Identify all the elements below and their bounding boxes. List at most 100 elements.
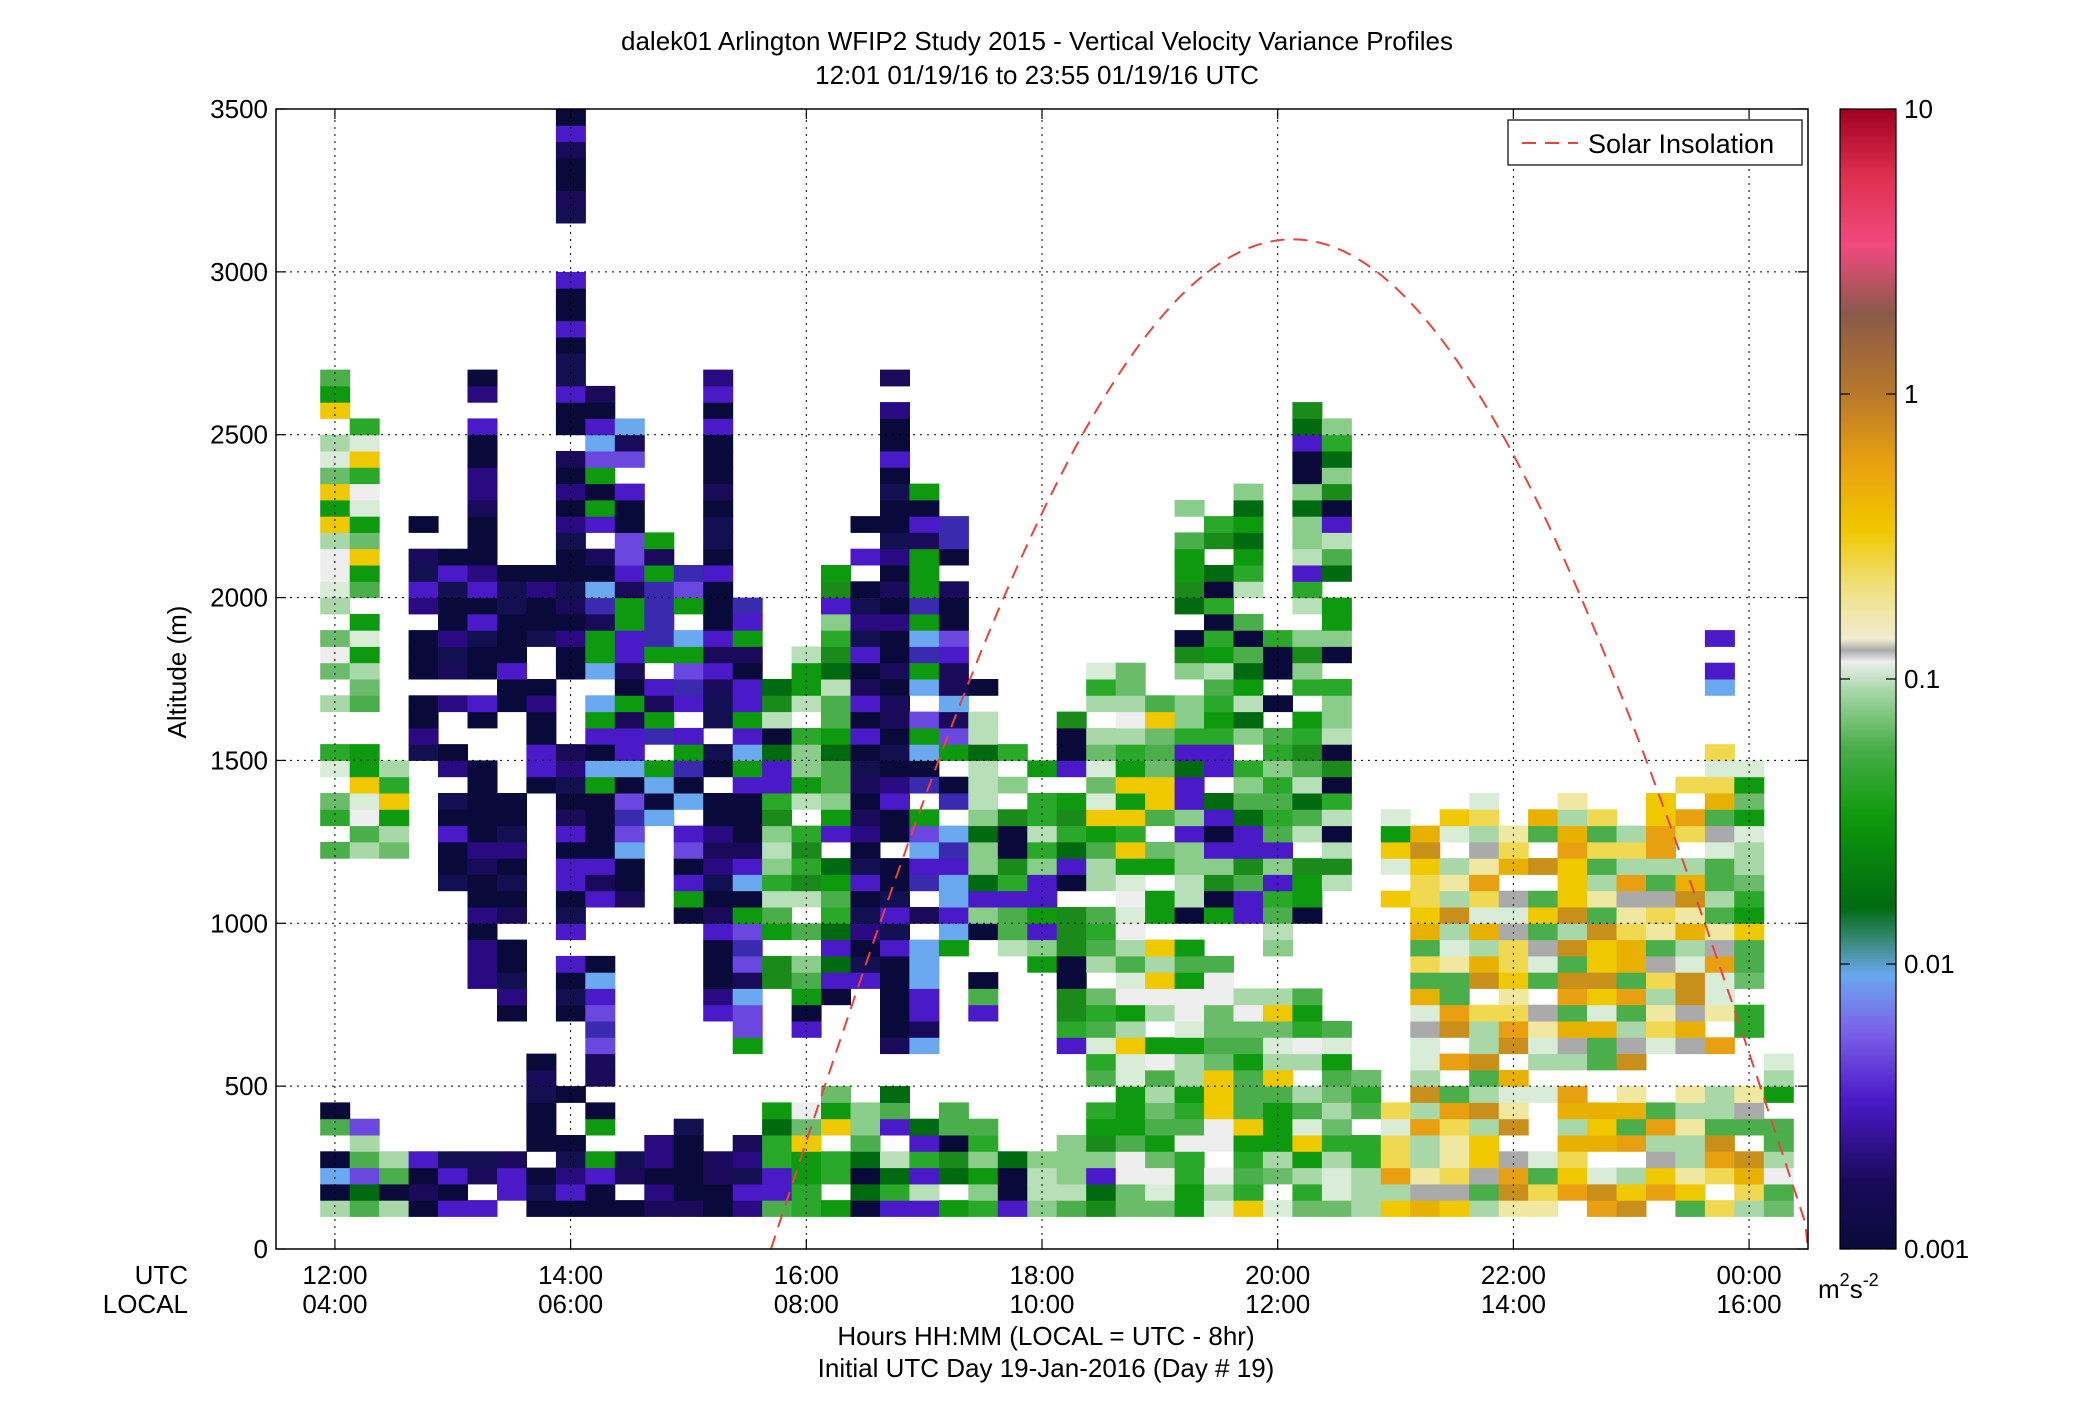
heatmap-cell	[467, 581, 498, 599]
heatmap-cell	[1321, 825, 1352, 843]
heatmap-cell	[320, 841, 351, 859]
heatmap-cell	[968, 858, 999, 875]
heatmap-cell	[497, 841, 527, 859]
heatmap-cell	[938, 858, 969, 875]
heatmap-cell	[1321, 1151, 1352, 1169]
heatmap-cell	[938, 532, 969, 550]
heatmap-cell	[1233, 1200, 1264, 1217]
heatmap-cell	[438, 825, 468, 843]
heatmap-cell	[1233, 793, 1264, 810]
heatmap-cell	[703, 907, 734, 924]
heatmap-cell	[1115, 679, 1146, 696]
heatmap-cell	[644, 727, 675, 745]
heatmap-cell	[850, 825, 881, 843]
heatmap-cell	[1056, 955, 1087, 973]
heatmap-cell	[644, 1167, 675, 1185]
heatmap-cell	[1675, 1086, 1706, 1103]
heatmap-cell	[880, 402, 910, 419]
heatmap-cell	[1528, 809, 1559, 827]
heatmap-cell	[791, 1151, 822, 1169]
heatmap-cell	[1704, 1118, 1735, 1136]
heatmap-cell	[1292, 630, 1323, 647]
heatmap-cell	[968, 1183, 999, 1201]
heatmap-cell	[1233, 662, 1264, 680]
heatmap-cell	[968, 744, 999, 761]
heatmap-cell	[1263, 858, 1293, 875]
heatmap-cell	[909, 483, 940, 501]
heatmap-cell	[762, 695, 793, 713]
heatmap-cell	[1056, 825, 1087, 843]
heatmap-cell	[850, 1135, 881, 1152]
heatmap-cell	[1469, 1135, 1500, 1152]
heatmap-cell	[585, 1183, 616, 1201]
heatmap-cell	[1145, 1183, 1176, 1201]
heatmap-cell	[1616, 1135, 1647, 1152]
heatmap-cell	[1263, 1151, 1293, 1169]
heatmap-cell	[1145, 988, 1176, 1006]
heatmap-cell	[1675, 1183, 1706, 1201]
heatmap-cell	[349, 1151, 380, 1169]
heatmap-cell	[1115, 1151, 1146, 1169]
heatmap-cell	[1704, 662, 1735, 680]
heatmap-cell	[1115, 1118, 1146, 1136]
heatmap-cell	[1646, 1167, 1676, 1185]
heatmap-cell	[585, 1167, 616, 1185]
heatmap-cell	[1646, 988, 1676, 1006]
heatmap-cell	[585, 483, 616, 501]
heatmap-cell	[438, 1200, 468, 1217]
heatmap-cell	[850, 662, 881, 680]
heatmap-cell	[938, 581, 969, 599]
heatmap-cell	[644, 613, 675, 631]
heatmap-cell	[1204, 1118, 1234, 1136]
heatmap-cell	[555, 206, 586, 224]
heatmap-cell	[1115, 939, 1146, 957]
heatmap-cell	[1616, 1118, 1647, 1136]
heatmap-cell	[1439, 1151, 1470, 1169]
heatmap-cell	[821, 776, 851, 794]
heatmap-cell	[1616, 1004, 1647, 1022]
heatmap-cell	[1469, 955, 1500, 973]
heatmap-cell	[1086, 988, 1117, 1006]
heatmap-cell	[526, 711, 557, 729]
heatmap-cell	[1616, 955, 1647, 973]
heatmap-cell	[349, 1118, 380, 1136]
heatmap-cell	[1115, 1004, 1146, 1022]
heatmap-cell	[1557, 1037, 1588, 1055]
heatmap-cell	[614, 890, 645, 908]
heatmap-cell	[585, 548, 616, 566]
heatmap-cell	[1233, 565, 1264, 582]
heatmap-cell	[1528, 1151, 1559, 1169]
heatmap-cell	[349, 565, 380, 582]
heatmap-cell	[703, 483, 734, 501]
x-axis-ticks: 12:0004:0014:0006:0016:0008:0018:0010:00…	[302, 109, 1782, 1319]
heatmap-cell	[1233, 548, 1264, 566]
heatmap-cell	[938, 727, 969, 745]
heatmap-cell	[1174, 695, 1205, 713]
heatmap-cell	[1115, 760, 1146, 778]
y-axis-label: Altitude (m)	[162, 606, 192, 739]
heatmap-cell	[1704, 1200, 1735, 1217]
heatmap-cell	[703, 451, 734, 468]
heatmap-cell	[762, 923, 793, 941]
heatmap-cell	[1263, 841, 1293, 859]
heatmap-cell	[880, 955, 910, 973]
heatmap-cell	[555, 157, 586, 175]
heatmap-cell	[1646, 1102, 1676, 1120]
heatmap-cell	[614, 418, 645, 436]
heatmap-cell	[909, 662, 940, 680]
heatmap-cell	[408, 516, 439, 533]
heatmap-cell	[1056, 858, 1087, 875]
heatmap-cell	[1351, 1200, 1382, 1217]
heatmap-cell	[614, 548, 645, 566]
heatmap-cell	[555, 1200, 586, 1217]
heatmap-cell	[673, 662, 704, 680]
heatmap-cell	[909, 744, 940, 761]
heatmap-cell	[555, 597, 586, 615]
heatmap-cell	[644, 809, 675, 827]
heatmap-cell	[1616, 858, 1647, 875]
heatmap-cell	[585, 858, 616, 875]
heatmap-cell	[555, 1167, 586, 1185]
heatmap-cell	[762, 1183, 793, 1201]
heatmap-cell	[1174, 1069, 1205, 1087]
heatmap-cell	[438, 841, 468, 859]
